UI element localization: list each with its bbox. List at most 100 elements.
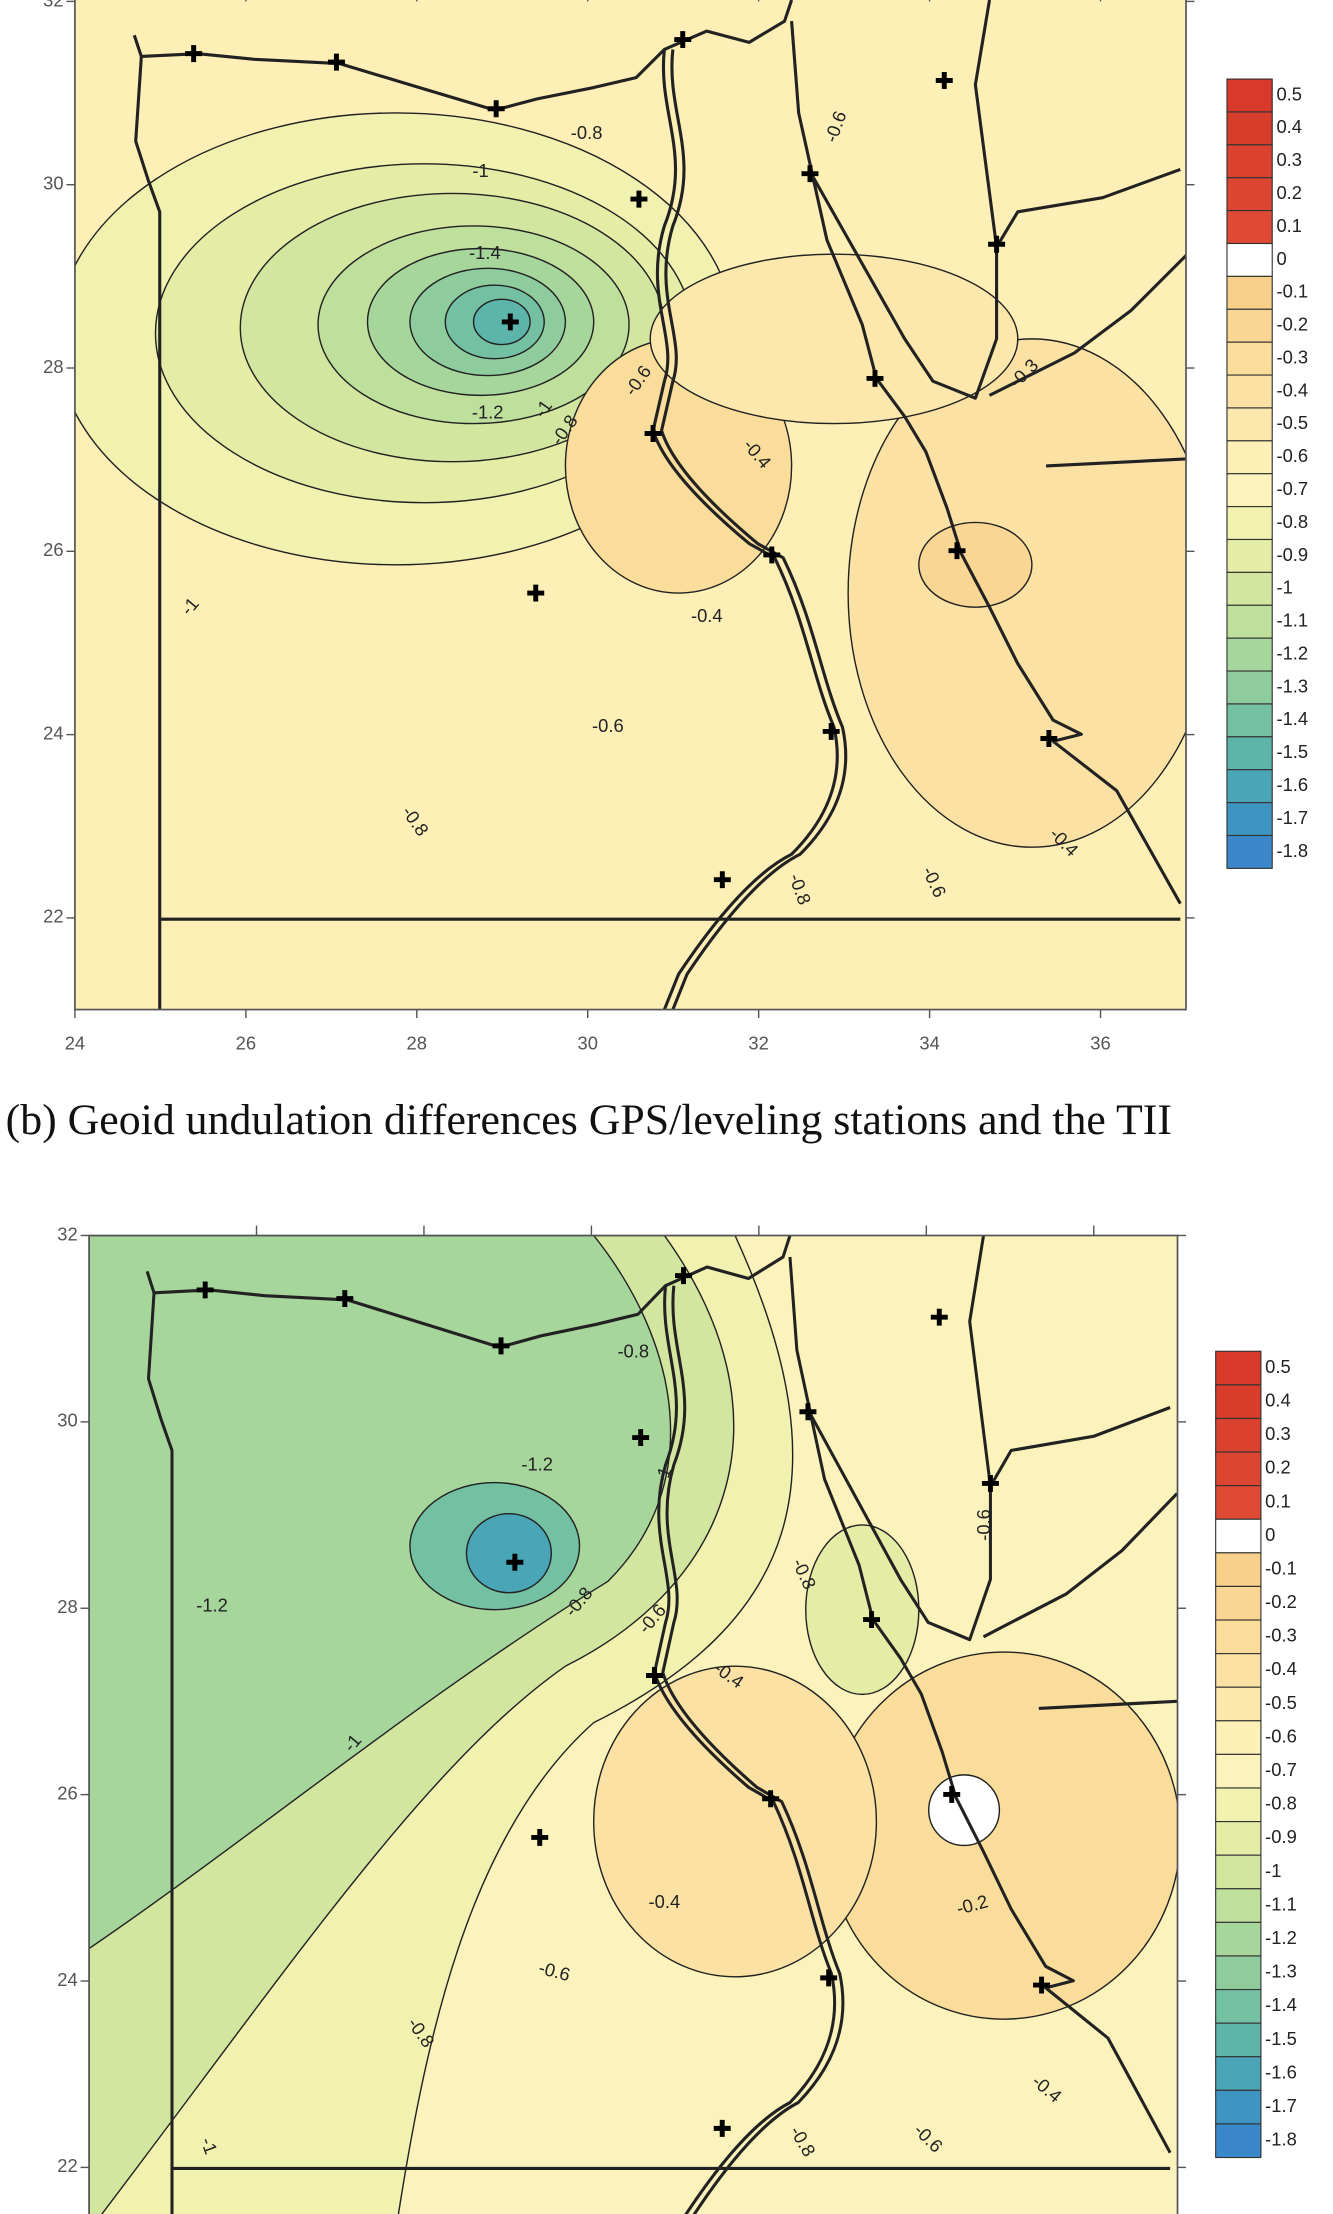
y-tick-label: 32	[57, 1223, 77, 1244]
colorbar-label: -0.9	[1276, 544, 1308, 565]
colorbar-label: -0.1	[1276, 281, 1308, 302]
contour-label: -1.4	[469, 242, 501, 263]
station	[863, 1611, 881, 1629]
y-tick-label: 24	[43, 722, 63, 743]
colorbar-cell	[1215, 1384, 1262, 1420]
colorbar-label: -0.6	[1265, 1725, 1297, 1746]
colorbar-label: -1.4	[1276, 708, 1308, 729]
colorbar-cell	[1226, 506, 1273, 541]
contour-region	[826, 1651, 1178, 2020]
station	[196, 1281, 214, 1299]
y-tick-label: 28	[43, 356, 63, 377]
colorbar-cell	[1226, 769, 1273, 804]
colorbar-label: -1.5	[1276, 741, 1308, 762]
contour-label: -0.4	[649, 1891, 681, 1912]
x-tick-label: 28	[407, 1033, 427, 1054]
colorbar-label: -1	[1276, 577, 1292, 598]
station	[988, 235, 1006, 253]
station	[799, 1403, 817, 1421]
contour-label: -0.6	[592, 715, 624, 736]
y-tick-label: 26	[57, 1782, 77, 1803]
station	[527, 584, 545, 602]
y-tick-label: 28	[57, 1596, 77, 1617]
x-tick-label: 36	[1090, 1033, 1110, 1054]
colorbar-label: -0.3	[1265, 1625, 1297, 1646]
colorbar-label: -1.2	[1276, 642, 1308, 663]
y-tick-label: 22	[57, 2155, 77, 2176]
station	[646, 1666, 663, 1684]
colorbar-label: -1.3	[1276, 675, 1308, 696]
contour-region	[805, 1524, 920, 1696]
x-tick-label: 32	[748, 1033, 768, 1054]
colorbar-cell	[1226, 736, 1273, 771]
colorbar-label: -1.7	[1265, 2095, 1297, 2116]
colorbar-cell	[1215, 1485, 1262, 1520]
colorbar-cell	[1215, 1518, 1262, 1554]
station	[675, 1267, 693, 1285]
station	[501, 313, 519, 331]
colorbar-cell	[1215, 1585, 1262, 1621]
station	[822, 722, 840, 740]
colorbar-cell	[1226, 308, 1273, 343]
colorbar-label: -1	[1265, 1860, 1281, 1881]
colorbar-label: 0.5	[1276, 83, 1302, 104]
station	[185, 45, 203, 63]
station	[981, 1474, 999, 1492]
colorbar-cell	[1215, 2123, 1262, 2159]
contour-label: -0.4	[691, 605, 723, 626]
station	[1040, 729, 1058, 747]
contour-label: -1.2	[472, 402, 504, 423]
colorbar-label: -0.1	[1265, 1557, 1297, 1578]
colorbar-label: 0	[1276, 248, 1286, 269]
colorbar-label: -0.9	[1265, 1826, 1297, 1847]
contour-label: -0.6	[973, 1509, 994, 1541]
colorbar-label: 0	[1265, 1524, 1275, 1545]
colorbar-label: -0.2	[1276, 314, 1308, 335]
contour-region	[918, 521, 1033, 608]
station	[632, 1429, 650, 1447]
station	[506, 1553, 524, 1571]
x-tick-label: 24	[65, 1033, 85, 1054]
colorbar-cell	[1226, 834, 1273, 869]
colorbar-label: -0.2	[1265, 1591, 1297, 1612]
colorbar-label: -0.3	[1276, 346, 1308, 367]
map-bottom: -0.8-1.2-1-1.2-0.8-0.6-0.4-0.8-0.6-1-0.4…	[57, 1223, 1297, 2214]
station	[762, 1790, 780, 1808]
colorbar-label: 0.3	[1276, 149, 1302, 170]
colorbar-cell	[1215, 2056, 1262, 2091]
station	[713, 871, 731, 889]
colorbar-cell	[1215, 2022, 1262, 2058]
colorbar-cell	[1226, 407, 1273, 442]
contour-label: -1	[197, 2134, 222, 2157]
station	[644, 425, 662, 442]
y-tick-label: 32	[43, 0, 63, 10]
y-tick-label: 26	[43, 539, 63, 560]
colorbar-cell	[1226, 604, 1273, 639]
colorbar-label: 0.4	[1265, 1390, 1291, 1411]
contour-region	[89, 1235, 672, 1950]
colorbar-cell	[1226, 144, 1273, 179]
colorbar-cell	[1226, 341, 1273, 376]
colorbar-label: -1.1	[1265, 1893, 1297, 1914]
colorbar-label: -1.8	[1276, 840, 1308, 861]
station	[763, 546, 781, 564]
colorbar-cell	[1215, 1720, 1262, 1755]
colorbar-cell	[1226, 78, 1273, 113]
caption: (b) Geoid undulation differences GPS/lev…	[6, 1096, 1172, 1144]
colorbar-label: 0.1	[1276, 215, 1302, 236]
station	[492, 1337, 510, 1355]
colorbar-cell	[1226, 275, 1273, 310]
station	[930, 1308, 948, 1326]
y-tick-label: 22	[43, 906, 63, 927]
station	[866, 369, 884, 387]
plot-frame	[88, 1234, 1179, 2214]
x-tick-label: 34	[919, 1033, 939, 1054]
colorbar-cell	[1215, 1619, 1262, 1655]
colorbar-cell	[1226, 473, 1273, 508]
colorbar-label: -1.6	[1276, 774, 1308, 795]
colorbar-cell	[1215, 1753, 1262, 1789]
station	[801, 165, 819, 183]
colorbar-label: -0.5	[1276, 412, 1308, 433]
y-tick-label: 30	[57, 1410, 77, 1431]
colorbar-label: -1.3	[1265, 1961, 1297, 1982]
